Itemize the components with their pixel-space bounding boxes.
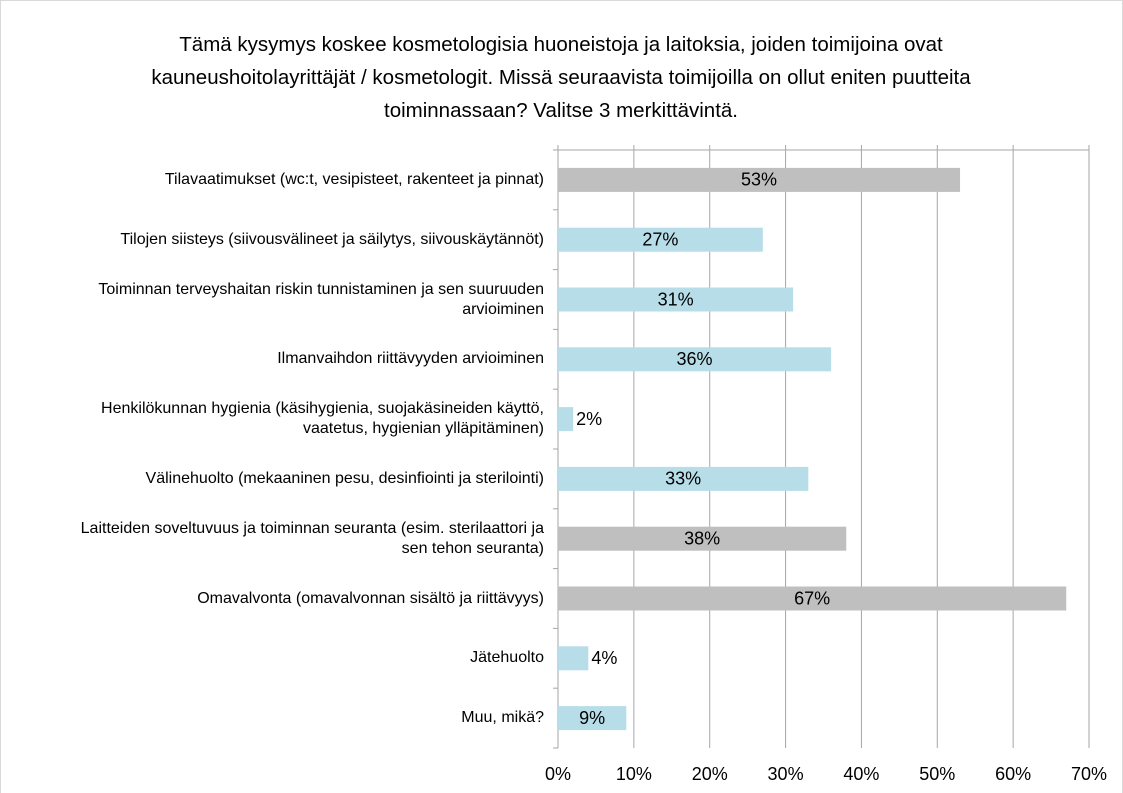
x-tick-label: 10% bbox=[616, 764, 652, 784]
bar bbox=[558, 586, 1067, 611]
value-label: 53% bbox=[741, 170, 777, 190]
value-label: 27% bbox=[642, 229, 678, 249]
bar bbox=[558, 287, 794, 312]
bar bbox=[558, 706, 627, 731]
x-tick-label: 60% bbox=[995, 764, 1031, 784]
bar bbox=[558, 347, 832, 372]
y-tick-label: Välinehuolto (mekaaninen pesu, desinfioi… bbox=[145, 469, 544, 487]
y-tick-label: Laitteiden soveltuvuus ja toiminnan seur… bbox=[80, 519, 544, 557]
x-tick-label: 20% bbox=[692, 764, 728, 784]
value-label: 4% bbox=[591, 648, 617, 668]
y-tick-label: Toiminnan terveyshaitan riskin tunnistam… bbox=[98, 280, 544, 318]
chart-title: Tämä kysymys koskee kosmetologisia huone… bbox=[151, 33, 971, 122]
value-label: 31% bbox=[658, 289, 694, 309]
y-tick-label: Muu, mikä? bbox=[461, 709, 544, 727]
bar bbox=[558, 227, 763, 252]
x-tick-label: 0% bbox=[545, 764, 571, 784]
value-label: 38% bbox=[684, 528, 720, 548]
y-tick-label: Tilojen siisteys (siivousvälineet ja säi… bbox=[120, 230, 544, 248]
y-tick-label: Ilmanvaihdon riittävyyden arvioiminen bbox=[277, 350, 544, 368]
y-tick-label: Jätehuolto bbox=[470, 649, 544, 667]
bar bbox=[558, 466, 809, 491]
value-label: 2% bbox=[576, 409, 602, 429]
value-label: 9% bbox=[579, 708, 605, 728]
bar bbox=[558, 167, 961, 192]
bar bbox=[558, 646, 589, 671]
x-tick-label: 70% bbox=[1071, 764, 1107, 784]
y-tick-label: Tilavaatimukset (wc:t, vesipisteet, rake… bbox=[164, 170, 544, 188]
value-label: 36% bbox=[677, 349, 713, 369]
x-tick-label: 50% bbox=[919, 764, 955, 784]
bar bbox=[558, 407, 574, 432]
value-label: 67% bbox=[794, 588, 830, 608]
y-tick-label: Henkilökunnan hygienia (käsihygienia, su… bbox=[101, 400, 544, 438]
bar bbox=[558, 526, 847, 551]
y-tick-label: Omavalvonta (omavalvonnan sisältö ja rii… bbox=[197, 589, 544, 607]
value-label: 33% bbox=[665, 469, 701, 489]
x-tick-label: 30% bbox=[768, 764, 804, 784]
x-tick-label: 40% bbox=[843, 764, 879, 784]
